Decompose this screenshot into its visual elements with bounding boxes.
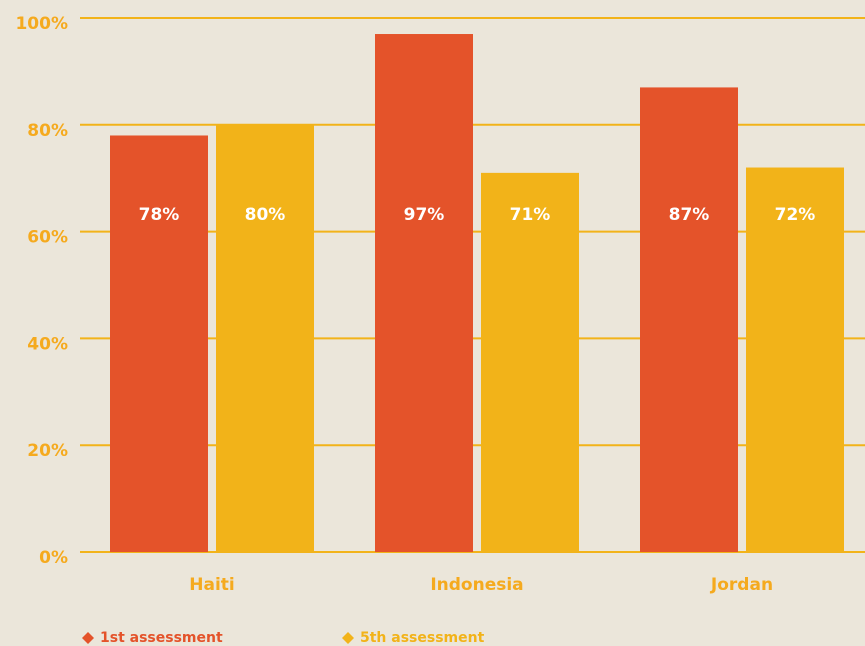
value-label: 71% (510, 205, 551, 225)
y-tick-label: 80% (27, 121, 68, 141)
y-tick-label: 40% (27, 334, 68, 354)
y-tick-label: 60% (27, 228, 68, 248)
value-label: 97% (404, 205, 445, 225)
legend-label: 1st assessment (100, 630, 223, 646)
value-label: 78% (139, 205, 180, 225)
bar (746, 167, 844, 552)
legend-marker (82, 632, 94, 644)
value-label: 72% (775, 205, 816, 225)
value-label: 80% (245, 205, 286, 225)
legend-label: 5th assessment (360, 630, 485, 646)
x-tick-label: Jordan (710, 575, 773, 595)
bar (640, 87, 738, 553)
bar (110, 135, 208, 553)
x-tick-label: Indonesia (430, 575, 523, 595)
bar (375, 34, 473, 552)
legend-marker (342, 632, 354, 644)
y-tick-label: 100% (15, 14, 68, 34)
bar (481, 172, 579, 553)
y-tick-label: 20% (27, 441, 68, 461)
value-label: 87% (669, 205, 710, 225)
y-tick-label: 0% (39, 548, 68, 568)
bar (216, 124, 314, 553)
x-tick-label: Haiti (189, 575, 234, 595)
